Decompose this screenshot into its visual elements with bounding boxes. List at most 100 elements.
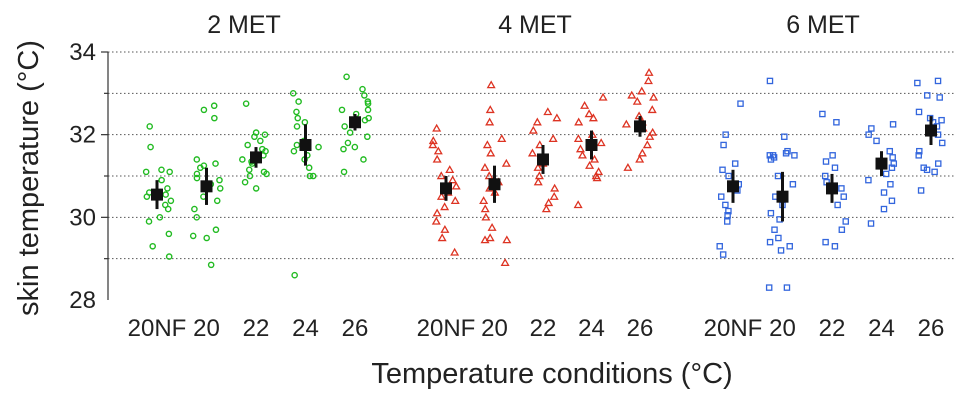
data-point bbox=[573, 200, 583, 209]
data-point bbox=[533, 177, 543, 186]
data-point bbox=[822, 238, 829, 246]
data-point bbox=[359, 85, 366, 93]
x-axis-label: Temperature conditions (°C) bbox=[371, 358, 732, 390]
data-point bbox=[644, 67, 654, 76]
data-point bbox=[193, 214, 201, 221]
data-point bbox=[544, 198, 554, 207]
data-point bbox=[293, 141, 301, 149]
data-point bbox=[156, 214, 164, 221]
data-point bbox=[831, 243, 839, 250]
data-point bbox=[193, 156, 201, 163]
mean-markers bbox=[151, 114, 937, 222]
data-point bbox=[486, 80, 496, 89]
data-point bbox=[480, 235, 490, 244]
data-point bbox=[361, 116, 369, 124]
data-point bbox=[200, 106, 208, 114]
data-point bbox=[480, 204, 490, 213]
data-point bbox=[341, 123, 348, 130]
data-point bbox=[829, 152, 836, 159]
mean-marker bbox=[826, 182, 838, 195]
data-point bbox=[766, 77, 774, 85]
data-point bbox=[343, 73, 350, 81]
data-point bbox=[720, 141, 727, 149]
data-point bbox=[774, 172, 782, 180]
mean-marker bbox=[349, 116, 361, 129]
data-point bbox=[450, 196, 460, 205]
x-tick-label: 26 bbox=[627, 315, 654, 342]
data-point bbox=[584, 109, 594, 118]
mean-marker bbox=[488, 178, 501, 191]
x-tick-label: 20NF bbox=[128, 315, 187, 342]
data-point bbox=[865, 176, 872, 184]
data-point bbox=[931, 168, 938, 176]
data-point bbox=[838, 185, 845, 192]
data-point bbox=[293, 123, 301, 130]
data-point bbox=[213, 197, 221, 205]
data-point bbox=[162, 191, 169, 198]
data-point bbox=[344, 139, 352, 147]
data-point bbox=[502, 235, 512, 244]
x-tick-label: 24 bbox=[292, 315, 319, 342]
data-point bbox=[643, 76, 653, 85]
data-point bbox=[865, 131, 872, 138]
data-point bbox=[868, 125, 875, 132]
data-point bbox=[294, 114, 302, 122]
data-point bbox=[346, 129, 354, 136]
data-point bbox=[165, 230, 173, 238]
data-point bbox=[428, 140, 438, 149]
group-title-0: 2 MET bbox=[207, 11, 281, 39]
data-point bbox=[541, 204, 551, 213]
data-point bbox=[888, 197, 896, 205]
data-point bbox=[290, 147, 298, 155]
y-tick-label-30: 30 bbox=[69, 204, 96, 231]
data-point bbox=[252, 185, 260, 192]
data-point bbox=[552, 113, 562, 122]
data-point bbox=[632, 96, 642, 105]
data-point bbox=[543, 107, 553, 116]
data-point bbox=[777, 247, 785, 254]
data-point bbox=[842, 218, 849, 225]
data-point bbox=[791, 152, 798, 159]
data-point bbox=[766, 238, 774, 246]
data-point bbox=[432, 154, 442, 163]
data-point bbox=[783, 284, 791, 291]
data-point bbox=[821, 172, 829, 180]
data-point bbox=[485, 117, 495, 126]
data-point bbox=[789, 181, 797, 188]
data-point bbox=[301, 118, 309, 126]
mean-marker bbox=[585, 139, 598, 151]
data-point bbox=[889, 121, 897, 128]
data-point bbox=[550, 183, 560, 192]
data-point bbox=[635, 154, 645, 163]
data-point bbox=[487, 222, 497, 231]
data-point bbox=[838, 226, 846, 233]
data-point bbox=[261, 131, 269, 138]
group-title-1: 4 MET bbox=[498, 11, 572, 39]
x-tick-label: 26 bbox=[918, 315, 945, 342]
data-point bbox=[485, 105, 495, 114]
x-tick-label: 22 bbox=[530, 315, 557, 342]
data-point bbox=[914, 79, 921, 87]
data-point bbox=[548, 134, 558, 143]
mean-marker bbox=[299, 139, 312, 151]
data-point bbox=[193, 174, 201, 182]
data-point bbox=[244, 141, 251, 149]
data-point bbox=[315, 143, 322, 151]
data-point bbox=[867, 220, 875, 227]
data-point bbox=[166, 168, 173, 176]
data-point bbox=[193, 170, 201, 178]
mean-marker bbox=[875, 157, 888, 170]
x-tick-label: 24 bbox=[578, 315, 605, 342]
data-point bbox=[340, 145, 347, 153]
data-point bbox=[880, 189, 888, 196]
data-point bbox=[718, 193, 725, 200]
x-tick-label: 20 bbox=[481, 315, 508, 342]
data-point bbox=[338, 106, 346, 114]
data-point bbox=[364, 106, 372, 114]
data-point bbox=[786, 243, 793, 250]
data-point bbox=[781, 133, 788, 140]
x-tick-label: 20 bbox=[769, 315, 796, 342]
data-point bbox=[886, 147, 894, 155]
data-point bbox=[306, 172, 314, 180]
data-point bbox=[923, 92, 931, 99]
